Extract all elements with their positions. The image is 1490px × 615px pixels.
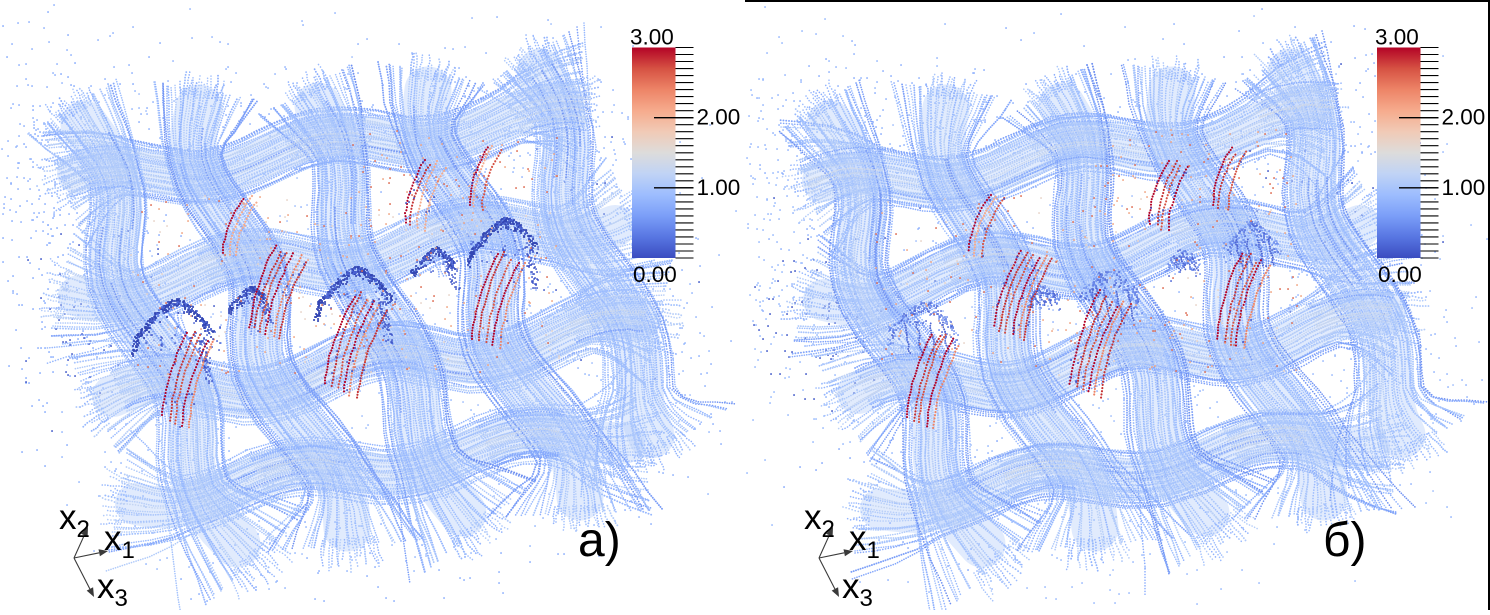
svg-text:0.00: 0.00 (1378, 262, 1422, 287)
svg-text:0.00: 0.00 (633, 262, 677, 287)
svg-text:а): а) (578, 514, 621, 567)
svg-text:2.00: 2.00 (697, 105, 741, 130)
svg-text:1.00: 1.00 (1442, 175, 1486, 200)
svg-text:3.00: 3.00 (1375, 25, 1419, 50)
svg-text:x2: x2 (804, 498, 835, 543)
svg-text:3.00: 3.00 (630, 25, 674, 50)
svg-text:б): б) (1323, 514, 1366, 567)
svg-text:1.00: 1.00 (697, 175, 741, 200)
svg-text:2.00: 2.00 (1442, 105, 1486, 130)
